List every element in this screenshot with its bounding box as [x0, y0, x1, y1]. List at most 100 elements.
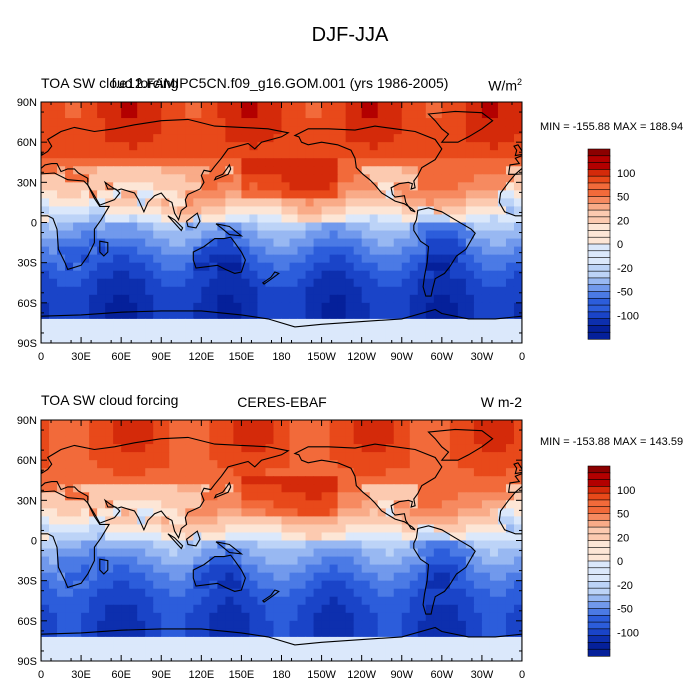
map-cell — [393, 516, 403, 525]
map-cell — [185, 198, 194, 207]
map-cell — [73, 134, 82, 143]
map-cell — [361, 508, 371, 517]
map-cell — [209, 182, 218, 191]
map-cell — [345, 556, 355, 566]
map-cell — [321, 628, 331, 638]
map-cell — [345, 644, 355, 654]
map-cell — [257, 572, 266, 582]
y-tick-label: 30S — [17, 576, 37, 588]
map-cell — [441, 548, 451, 558]
map-cell — [377, 118, 387, 127]
map-cell — [393, 254, 403, 264]
map-cell — [121, 636, 130, 646]
map-cell — [417, 110, 427, 119]
map-cell — [225, 262, 234, 272]
map-cell — [81, 612, 90, 622]
map-cell — [433, 580, 443, 590]
map-cell — [473, 548, 483, 558]
map-cell — [177, 166, 186, 175]
map-cell — [113, 286, 122, 296]
map-cell — [193, 222, 202, 232]
map-cell — [41, 270, 50, 280]
map-cell — [489, 326, 499, 336]
map-cell — [345, 166, 355, 175]
map-cell — [289, 182, 299, 191]
map-cell — [353, 166, 363, 175]
map-cell — [113, 588, 122, 598]
map-cell — [401, 500, 411, 509]
map-cell — [49, 540, 58, 550]
map-cell — [217, 604, 226, 614]
map-cell — [129, 588, 138, 598]
map-cell — [273, 270, 282, 280]
map-cell — [377, 206, 387, 215]
map-cell — [241, 588, 250, 598]
map-cell — [41, 620, 50, 630]
map-cell — [201, 198, 210, 207]
map-cell — [65, 334, 74, 344]
map-cell — [401, 166, 411, 175]
map-cell — [369, 612, 379, 622]
colorbar-bin — [587, 202, 611, 211]
map-cell — [409, 270, 419, 280]
map-cell — [281, 118, 291, 127]
map-cell — [105, 596, 114, 606]
map-cell — [57, 572, 66, 582]
map-cell — [353, 150, 363, 159]
map-cell — [97, 230, 106, 240]
map-cell — [321, 564, 331, 574]
map-cell — [137, 230, 146, 240]
map-cell — [481, 302, 491, 312]
panel1-units-base: W/m — [488, 77, 517, 94]
map-cell — [241, 644, 250, 654]
map-cell — [281, 150, 291, 159]
map-cell — [433, 484, 443, 493]
map-cell — [89, 428, 98, 437]
map-cell — [265, 174, 274, 183]
map-cell — [433, 198, 443, 207]
map-cell — [81, 126, 90, 135]
map-cell — [153, 254, 162, 264]
map-cell — [97, 110, 106, 119]
map-cell — [457, 460, 467, 469]
map-cell — [169, 644, 178, 654]
map-cell — [193, 444, 202, 453]
map-cell — [49, 468, 58, 477]
map-cell — [65, 540, 74, 550]
map-cell — [305, 166, 315, 175]
map-cell — [257, 102, 266, 111]
map-cell — [377, 484, 387, 493]
map-cell — [113, 230, 122, 240]
map-cell — [209, 532, 218, 541]
map-cell — [169, 460, 178, 469]
map-cell — [57, 652, 66, 662]
map-cell — [209, 620, 218, 630]
map-cell — [481, 246, 491, 256]
map-cell — [73, 564, 82, 574]
coastline — [213, 163, 232, 181]
map-cell — [257, 262, 266, 272]
map-cell — [233, 612, 242, 622]
map-cell — [489, 532, 499, 541]
map-cell — [441, 238, 451, 248]
map-cell — [385, 540, 395, 550]
map-cell — [121, 628, 130, 638]
map-cell — [265, 452, 274, 461]
map-cell — [305, 500, 315, 509]
map-cell — [257, 166, 266, 175]
map-cell — [89, 452, 98, 461]
map-cell — [177, 460, 186, 469]
map-cell — [441, 190, 451, 199]
map-cell — [473, 238, 483, 248]
map-cell — [321, 444, 331, 453]
map-cell — [417, 612, 427, 622]
map-cell — [161, 222, 170, 232]
map-cell — [361, 580, 371, 590]
map-cell — [41, 468, 50, 477]
map-cell — [353, 254, 363, 264]
map-cell — [65, 270, 74, 280]
coastline — [668, 531, 681, 546]
map-cell — [409, 318, 419, 328]
map-cell — [353, 580, 363, 590]
map-cell — [97, 278, 106, 288]
